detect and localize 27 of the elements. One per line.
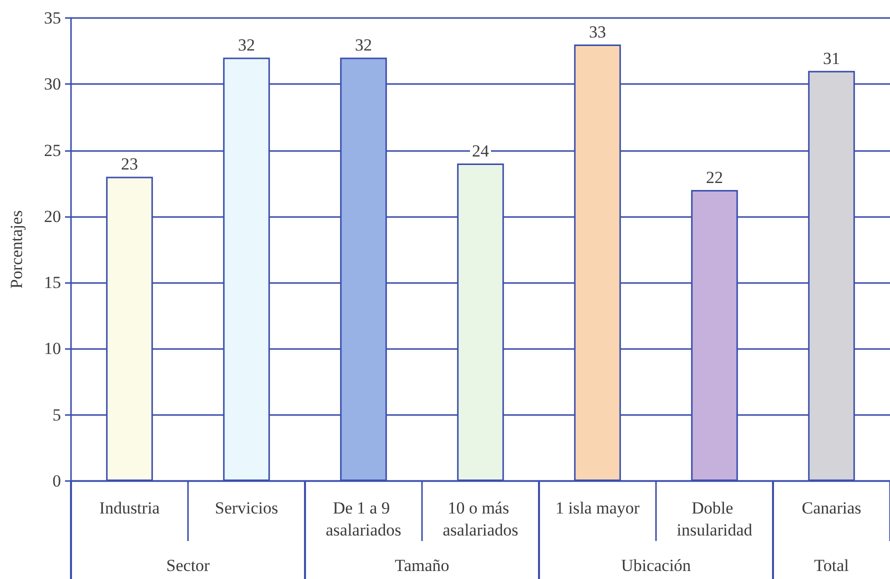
x-tick-label: 10 o más asalariados xyxy=(442,498,518,540)
x-tick-label: De 1 a 9 asalariados xyxy=(326,498,402,540)
y-tick-label: 35 xyxy=(44,8,61,28)
y-tick-label: 20 xyxy=(44,206,61,226)
data-label: 31 xyxy=(823,48,840,68)
data-label: 23 xyxy=(121,154,138,174)
text: Total xyxy=(814,556,849,576)
x-tick-label: Servicios xyxy=(214,498,278,518)
y-tick-label: 5 xyxy=(52,405,61,424)
data-label: 32 xyxy=(238,36,255,55)
text: Sector xyxy=(166,556,210,576)
y-tick-label: 25 xyxy=(44,140,61,160)
data-label: 24 xyxy=(472,142,490,161)
x-tick-label: Canarias xyxy=(802,498,862,518)
y-tick-label: 0 xyxy=(52,472,61,490)
data-label: 22 xyxy=(706,168,723,187)
y-tick-label: 10 xyxy=(44,339,61,358)
y-tick-label: 15 xyxy=(44,273,61,292)
x-tick-label: 1 isla mayor xyxy=(555,498,640,518)
y-axis-title: Porcentajes xyxy=(7,210,26,289)
y-tick-label: 30 xyxy=(44,74,61,94)
x-tick-label: Doble insularidad xyxy=(676,498,753,540)
text: Tamaño xyxy=(394,556,450,576)
data-label: 32 xyxy=(355,36,372,55)
data-label: 33 xyxy=(589,22,606,42)
x-tick-label: Industria xyxy=(99,498,160,518)
text: Ubicación xyxy=(621,556,691,576)
